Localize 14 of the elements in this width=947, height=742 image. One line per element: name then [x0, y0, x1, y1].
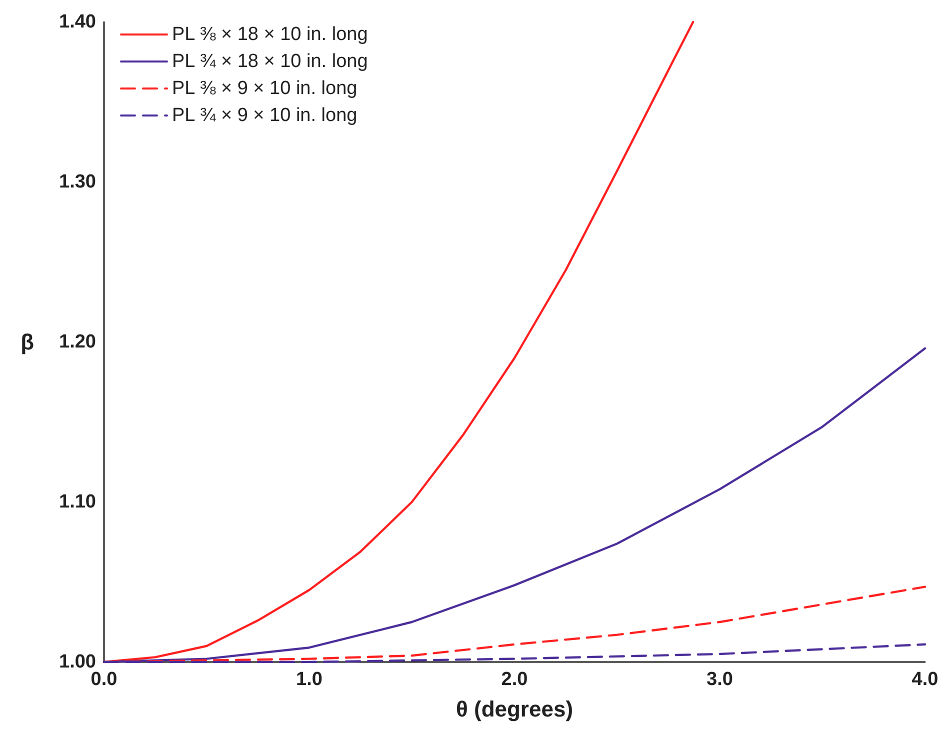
legend-label: PL ¾ × 9 × 10 in. long [172, 105, 358, 126]
legend-label: PL ⅜ × 18 × 10 in. long [172, 24, 368, 45]
legend-label: PL ⅜ × 9 × 10 in. long [172, 78, 358, 99]
y-tick-label: 1.30 [59, 172, 96, 192]
y-tick-label: 1.20 [59, 332, 96, 352]
x-tick-label: 1.0 [296, 669, 322, 690]
x-tick-label: 2.0 [501, 669, 528, 690]
y-axis-title: β [20, 330, 34, 354]
x-tick-label: 3.0 [706, 669, 733, 690]
y-tick-label: 1.40 [59, 12, 96, 32]
legend-label: PL ¾ × 18 × 10 in. long [172, 51, 368, 72]
x-axis-title: θ (degrees) [456, 696, 574, 722]
x-tick-label: 4.0 [912, 669, 938, 690]
y-tick-label: 1.10 [59, 492, 96, 512]
